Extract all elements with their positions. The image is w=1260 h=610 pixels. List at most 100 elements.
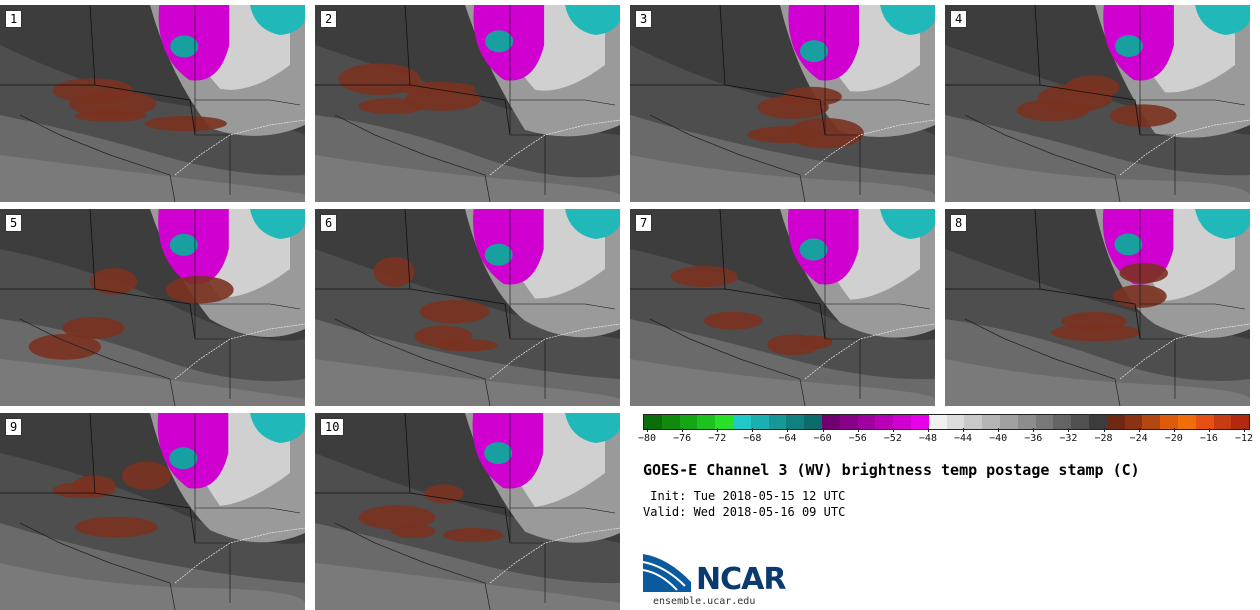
- colorbar-swatch: [821, 415, 840, 429]
- colorbar-swatch: [1088, 415, 1107, 429]
- colorbar-swatch: [768, 415, 787, 429]
- colorbar-tick-label: −44: [954, 433, 973, 444]
- colorbar-swatch: [946, 415, 965, 429]
- satellite-image: [0, 5, 305, 202]
- colorbar-tick: [1173, 428, 1175, 432]
- site-url: ensemble.ucar.edu: [653, 596, 756, 607]
- satellite-image: [0, 209, 305, 406]
- postage-stamp-panel: 2: [315, 5, 620, 202]
- colorbar-tick: [1208, 428, 1210, 432]
- panel-number: 5: [5, 214, 23, 232]
- colorbar-swatch: [910, 415, 929, 429]
- panel-number: 3: [635, 10, 653, 28]
- colorbar-tick: [647, 428, 648, 432]
- postage-stamp-panel: 4: [945, 5, 1250, 202]
- postage-stamp-panel: 10: [315, 413, 620, 610]
- logo-text: NCAR: [696, 562, 786, 597]
- panel-number: 9: [5, 418, 23, 436]
- colorbar-swatch: [1106, 415, 1125, 429]
- colorbar-swatch: [804, 415, 822, 429]
- colorbar-swatch: [964, 415, 983, 429]
- colorbar-swatch: [1160, 415, 1178, 429]
- colorbar-tick: [752, 428, 754, 432]
- panel-number: 2: [320, 10, 338, 28]
- postage-stamp-panel: 8: [945, 209, 1250, 406]
- colorbar-tick-label: −40: [989, 433, 1008, 444]
- panel-number: 8: [950, 214, 968, 232]
- colorbar-tick-label: −48: [918, 433, 937, 444]
- colorbar-tick-label: −52: [883, 433, 902, 444]
- postage-stamp-panel: 3: [630, 5, 935, 202]
- colorbar: [643, 414, 1250, 430]
- colorbar-tick: [927, 428, 929, 432]
- colorbar-swatch: [1195, 415, 1214, 429]
- colorbar-swatch: [715, 415, 733, 429]
- colorbar-swatch: [893, 415, 911, 429]
- panel-number: 1: [5, 10, 23, 28]
- colorbar-swatch: [999, 415, 1018, 429]
- colorbar-tick: [892, 428, 894, 432]
- panel-number: 7: [635, 214, 653, 232]
- colorbar-tick: [1068, 428, 1070, 432]
- colorbar-swatch: [661, 415, 680, 429]
- postage-stamp-panel: 7: [630, 209, 935, 406]
- colorbar-tick-label: −28: [1094, 433, 1113, 444]
- satellite-image: [315, 5, 620, 202]
- colorbar-tick-label: −56: [848, 433, 867, 444]
- postage-stamp-panel: 5: [0, 209, 305, 406]
- colorbar-tick: [998, 428, 1000, 432]
- colorbar-swatch: [1231, 415, 1250, 429]
- colorbar-swatch: [786, 415, 805, 429]
- satellite-image: [630, 5, 935, 202]
- colorbar-swatch: [644, 415, 662, 429]
- figure-title: GOES-E Channel 3 (WV) brightness temp po…: [643, 461, 1140, 479]
- satellite-image: [315, 209, 620, 406]
- colorbar-tick-label: −72: [708, 433, 727, 444]
- satellite-image: [630, 209, 935, 406]
- colorbar-tick: [787, 428, 789, 432]
- colorbar-swatch: [875, 415, 894, 429]
- colorbar-swatch: [697, 415, 716, 429]
- colorbar-swatch: [1017, 415, 1036, 429]
- colorbar-tick: [1244, 428, 1245, 432]
- colorbar-swatch: [928, 415, 947, 429]
- satellite-image: [945, 209, 1250, 406]
- satellite-image: [945, 5, 1250, 202]
- colorbar-tick: [717, 428, 719, 432]
- postage-stamp-panel: 1: [0, 5, 305, 202]
- colorbar-swatch: [839, 415, 858, 429]
- colorbar-labels: −80 −76 −72 −68 −64 −60 −56 −52 −48 −44 −40 −36 −32 −…: [638, 433, 1253, 447]
- satellite-image: [0, 413, 305, 610]
- colorbar-tick-label: −24: [1129, 433, 1148, 444]
- colorbar-swatch: [1124, 415, 1143, 429]
- colorbar-tick: [822, 428, 824, 432]
- satellite-image: [315, 413, 620, 610]
- colorbar-tick-label: −36: [1024, 433, 1043, 444]
- colorbar-tick: [963, 428, 965, 432]
- ncar-logo-icon: [643, 554, 691, 592]
- colorbar-swatch: [679, 415, 698, 429]
- colorbar-tick: [682, 428, 684, 432]
- colorbar-tick: [1103, 428, 1105, 432]
- colorbar-swatch: [1213, 415, 1232, 429]
- colorbar-tick-label: −68: [743, 433, 762, 444]
- colorbar-tick: [1138, 428, 1140, 432]
- colorbar-swatch: [732, 415, 751, 429]
- colorbar-swatch: [982, 415, 1000, 429]
- postage-stamp-panel: 9: [0, 413, 305, 610]
- colorbar-swatch: [750, 415, 769, 429]
- panel-number: 10: [320, 418, 345, 436]
- colorbar-tick-label: −16: [1199, 433, 1218, 444]
- colorbar-tick: [857, 428, 859, 432]
- colorbar-tick-label: −60: [813, 433, 832, 444]
- init-time: Init: Tue 2018-05-15 12 UTC: [643, 489, 846, 503]
- colorbar-tick-label: −64: [778, 433, 797, 444]
- colorbar-tick-label: −80: [637, 433, 657, 444]
- colorbar-swatch: [1035, 415, 1054, 429]
- colorbar-tick-label: −32: [1059, 433, 1078, 444]
- valid-time: Valid: Wed 2018-05-16 09 UTC: [643, 505, 846, 519]
- colorbar-swatch: [857, 415, 876, 429]
- colorbar-tick-label: −76: [673, 433, 692, 444]
- postage-stamp-panel: 6: [315, 209, 620, 406]
- colorbar-tick-label: −20: [1164, 433, 1183, 444]
